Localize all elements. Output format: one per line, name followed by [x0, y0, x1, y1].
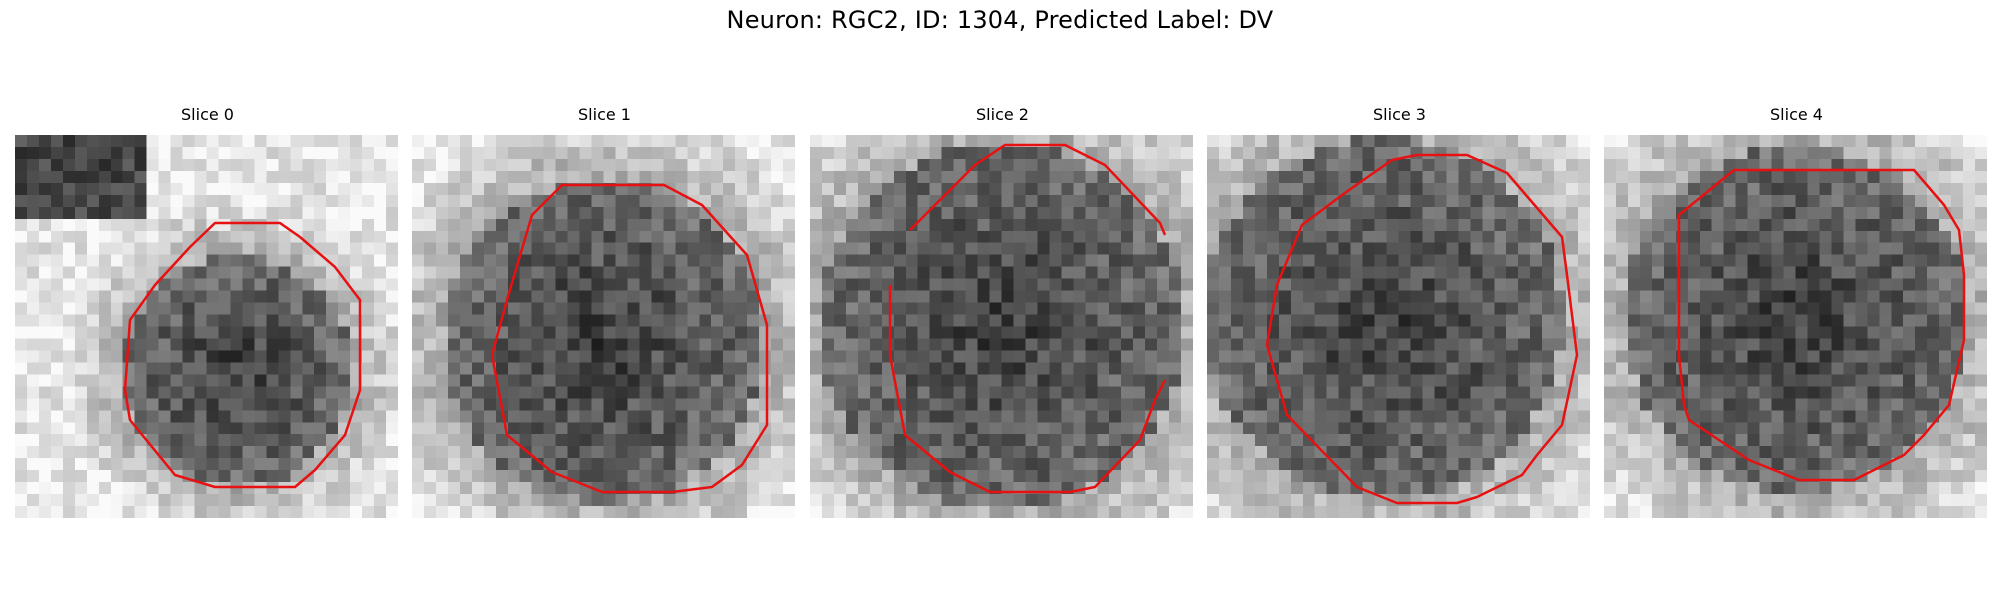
slice-title: Slice 2 [976, 105, 1029, 124]
contour-line [490, 183, 769, 494]
contour-overlay [1677, 168, 1966, 482]
slice-image [15, 135, 398, 518]
contour-overlay [123, 221, 362, 489]
contour-line [909, 143, 1167, 236]
slice-title: Slice 0 [181, 105, 234, 124]
slice-title: Slice 4 [1770, 105, 1823, 124]
contour-line [123, 221, 362, 489]
slice-title: Slice 1 [578, 105, 631, 124]
contour-overlay [1265, 153, 1579, 505]
contour-line [1265, 153, 1579, 505]
contour-overlay [490, 183, 769, 494]
slice-image [412, 135, 795, 518]
slice-title: Slice 3 [1373, 105, 1426, 124]
figure-title: Neuron: RGC2, ID: 1304, Predicted Label:… [726, 6, 1274, 34]
slice-image [1604, 135, 1987, 518]
slice-image [810, 135, 1193, 518]
contour-line [888, 285, 1167, 494]
contour-overlay [888, 143, 1167, 494]
contour-line [1677, 168, 1966, 482]
